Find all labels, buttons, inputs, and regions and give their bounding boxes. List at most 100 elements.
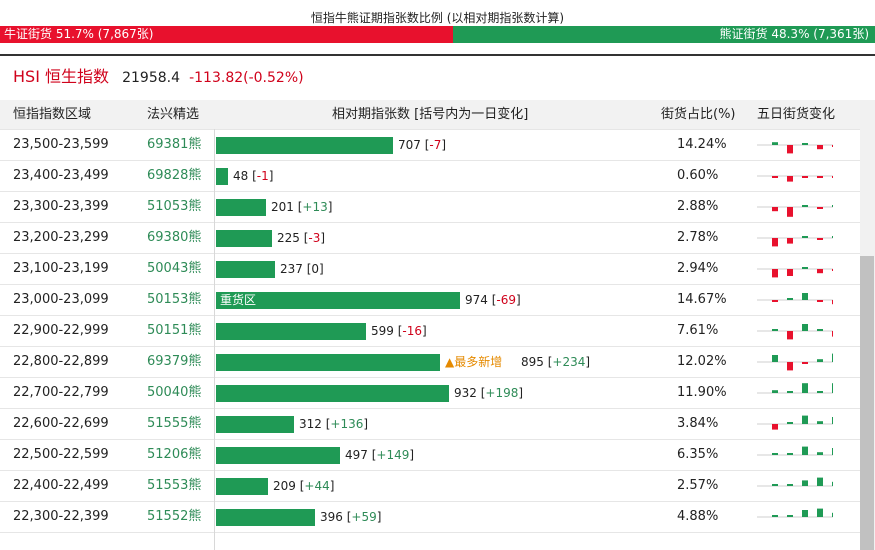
- mini-chart-bar: [817, 145, 823, 150]
- mini-chart-bar: [817, 238, 823, 240]
- share-percent: 2.94%: [677, 261, 719, 276]
- mini-chart-bar: [832, 417, 833, 424]
- column-divider: [214, 129, 215, 550]
- contracts-count: 497: [345, 448, 368, 462]
- mini-chart-bar: [787, 238, 793, 244]
- mini-chart-bar: [787, 453, 793, 455]
- share-percent: 7.61%: [677, 323, 719, 338]
- mini-chart-bar: [802, 267, 808, 269]
- table-row[interactable]: 23,300-23,399 51053熊 201 [+13] 2.88%: [0, 192, 860, 223]
- warrant-code-link[interactable]: 51206熊: [147, 447, 202, 462]
- contracts-bar: [216, 292, 460, 309]
- warrant-code-link[interactable]: 51553熊: [147, 478, 202, 493]
- warrant-code-link[interactable]: 51552熊: [147, 509, 202, 524]
- warrant-code-link[interactable]: 50151熊: [147, 323, 202, 338]
- mini-chart-bar: [817, 477, 823, 486]
- mini-chart-bar: [787, 515, 793, 517]
- mini-chart-bar: [772, 300, 778, 302]
- daily-change: +59: [351, 510, 377, 524]
- mini-chart-bar: [787, 298, 793, 300]
- hsi-quote: HSI 恒生指数 21958.4 -113.82(-0.52%): [13, 66, 304, 88]
- most-added-badge: ▲最多新增: [445, 355, 503, 369]
- mini-chart-bar: [832, 236, 833, 238]
- table-row[interactable]: 23,000-23,099 50153熊 重货区 974 [-69] 14.67%: [0, 285, 860, 316]
- table-row[interactable]: 22,400-22,499 51553熊 209 [+44] 2.57%: [0, 471, 860, 502]
- table-row[interactable]: 23,400-23,499 69828熊 48 [-1] 0.60%: [0, 161, 860, 192]
- five-day-mini-chart: [757, 293, 833, 305]
- contracts-bar: [216, 137, 393, 154]
- column-header-range: 恒指指数区域: [13, 107, 92, 122]
- mini-chart-bar: [802, 480, 808, 486]
- table-row-partial: [0, 129, 860, 130]
- bull-bear-ratio-bar: 牛证街货 51.7% (7,867张) 熊证街货 48.3% (7,361张): [0, 26, 875, 43]
- table-row[interactable]: 22,700-22,799 50040熊 932 [+198] 11.90%: [0, 378, 860, 409]
- index-range: 23,100-23,199: [13, 261, 109, 276]
- contracts-value: 48 [-1]: [233, 169, 274, 183]
- table-row[interactable]: 22,900-22,999 50151熊 599 [-16] 7.61%: [0, 316, 860, 347]
- contracts-value: 707 [-7]: [398, 138, 447, 152]
- warrant-code-link[interactable]: 69380熊: [147, 230, 202, 245]
- daily-change: -69: [496, 293, 517, 307]
- mini-chart-bar: [817, 391, 823, 393]
- column-header-five-day: 五日街货变化: [757, 107, 836, 122]
- warrant-code-link[interactable]: 50040熊: [147, 385, 202, 400]
- contracts-count: 396: [320, 510, 343, 524]
- contracts-value: 201 [+13]: [271, 200, 333, 214]
- index-change: -113.82(-0.52%): [189, 70, 304, 86]
- share-percent: 2.57%: [677, 478, 719, 493]
- share-percent: 3.84%: [677, 416, 719, 431]
- warrant-code-link[interactable]: 69379熊: [147, 354, 202, 369]
- mini-chart-bar: [832, 383, 833, 393]
- mini-chart-bar: [802, 362, 808, 364]
- index-range: 22,600-22,699: [13, 416, 109, 431]
- five-day-mini-chart: [757, 324, 833, 340]
- column-header-share: 街货占比(%): [661, 107, 736, 122]
- daily-change: -1: [256, 169, 269, 183]
- mini-chart-bar: [772, 176, 778, 178]
- index-range: 22,900-22,999: [13, 323, 109, 338]
- index-range: 22,700-22,799: [13, 385, 109, 400]
- contracts-bar: [216, 447, 340, 464]
- contracts-value: 209 [+44]: [273, 479, 335, 493]
- mini-chart-bar: [802, 383, 808, 393]
- share-percent: 0.60%: [677, 168, 719, 183]
- daily-change: +136: [330, 417, 364, 431]
- warrant-code-link[interactable]: 69381熊: [147, 137, 202, 152]
- index-name[interactable]: HSI 恒生指数: [13, 67, 109, 86]
- table-row[interactable]: 22,500-22,599 51206熊 497 [+149] 6.35%: [0, 440, 860, 471]
- scrollbar-thumb[interactable]: [860, 256, 874, 550]
- share-percent: 4.88%: [677, 509, 719, 524]
- five-day-mini-chart: [757, 415, 833, 430]
- contracts-bar: [216, 199, 266, 216]
- warrant-code-link[interactable]: 69828熊: [147, 168, 202, 183]
- contracts-count: 237: [280, 262, 303, 276]
- contracts-count: 932: [454, 386, 477, 400]
- mini-chart-bar: [817, 452, 823, 455]
- table-row[interactable]: 22,600-22,699 51555熊 312 [+136] 3.84%: [0, 409, 860, 440]
- warrant-code-link[interactable]: 50043熊: [147, 261, 202, 276]
- five-day-mini-chart: [757, 383, 833, 394]
- mini-chart-bar: [772, 329, 778, 331]
- table-row[interactable]: 23,500-23,599 69381熊 707 [-7] 14.24%: [0, 130, 860, 161]
- mini-chart-bar: [817, 269, 823, 274]
- share-percent: 11.90%: [677, 385, 727, 400]
- table-row[interactable]: 22,800-22,899 69379熊 ▲最多新增 895 [+234] 12.02%: [0, 347, 860, 378]
- column-header-pick: 法兴精选: [147, 107, 200, 122]
- share-percent: 12.02%: [677, 354, 727, 369]
- five-day-mini-chart: [757, 236, 833, 247]
- bear-share-segment: 熊证街货 48.3% (7,361张): [453, 26, 875, 43]
- index-range: 22,300-22,399: [13, 509, 109, 524]
- warrant-table-body: 23,500-23,599 69381熊 707 [-7] 14.24% 23,400-…: [0, 129, 860, 550]
- mini-chart-bar: [832, 269, 833, 271]
- warrant-code-link[interactable]: 51053熊: [147, 199, 202, 214]
- mini-chart-bar: [802, 510, 808, 517]
- table-row[interactable]: 23,200-23,299 69380熊 225 [-3] 2.78%: [0, 223, 860, 254]
- contracts-value: 932 [+198]: [454, 386, 524, 400]
- mini-chart-bar: [787, 269, 793, 276]
- mini-chart-bar: [832, 353, 833, 362]
- mini-chart-bar: [787, 207, 793, 217]
- warrant-code-link[interactable]: 51555熊: [147, 416, 202, 431]
- table-row[interactable]: 23,100-23,199 50043熊 237 [0] 2.94%: [0, 254, 860, 285]
- warrant-code-link[interactable]: 50153熊: [147, 292, 202, 307]
- table-row[interactable]: 22,300-22,399 51552熊 396 [+59] 4.88%: [0, 502, 860, 533]
